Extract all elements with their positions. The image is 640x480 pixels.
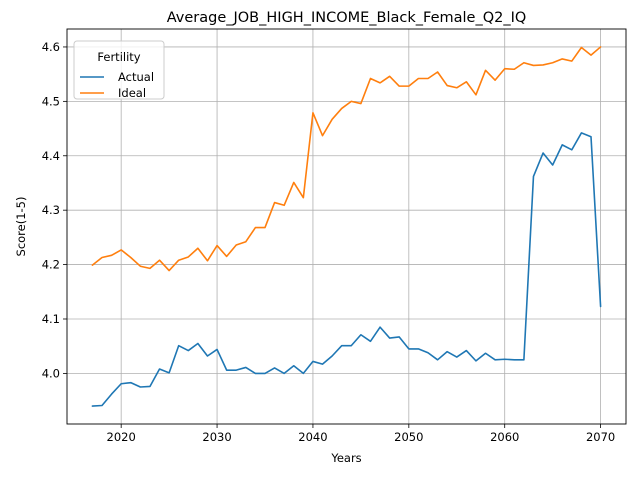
x-tick-label: 2030 — [202, 430, 231, 444]
x-axis-ticks: 2020 2030 2040 2050 2060 2070 — [107, 424, 615, 444]
x-tick-label: 2060 — [490, 430, 519, 444]
legend: Fertility Actual Ideal — [73, 40, 165, 100]
chart-title: Average_JOB_HIGH_INCOME_Black_Female_Q2_… — [167, 10, 527, 26]
y-axis-ticks: 4.0 4.1 4.2 4.3 4.4 4.5 4.6 — [42, 40, 67, 380]
series-layer — [91, 46, 602, 407]
y-tick-label: 4.1 — [42, 312, 60, 326]
x-tick-label: 2070 — [586, 430, 615, 444]
series-line-ideal — [91, 46, 602, 272]
x-axis-label: Years — [330, 451, 361, 465]
x-tick-label: 2050 — [394, 430, 423, 444]
x-tick-label: 2020 — [107, 430, 136, 444]
y-tick-label: 4.4 — [42, 149, 60, 163]
legend-box — [73, 40, 165, 100]
y-tick-label: 4.6 — [42, 40, 60, 54]
y-axis-label: Score(1-5) — [14, 197, 28, 257]
series-line-actual — [91, 132, 602, 407]
y-tick-label: 4.3 — [42, 203, 60, 217]
y-tick-label: 4.0 — [42, 366, 60, 380]
plot-frame — [66, 28, 627, 425]
y-tick-label: 4.5 — [42, 94, 60, 108]
legend-label-actual: Actual — [118, 70, 154, 84]
x-tick-label: 2040 — [298, 430, 327, 444]
y-tick-label: 4.2 — [42, 258, 60, 272]
legend-label-ideal: Ideal — [118, 86, 146, 100]
grid-lines — [67, 29, 626, 424]
legend-title: Fertility — [97, 50, 140, 64]
